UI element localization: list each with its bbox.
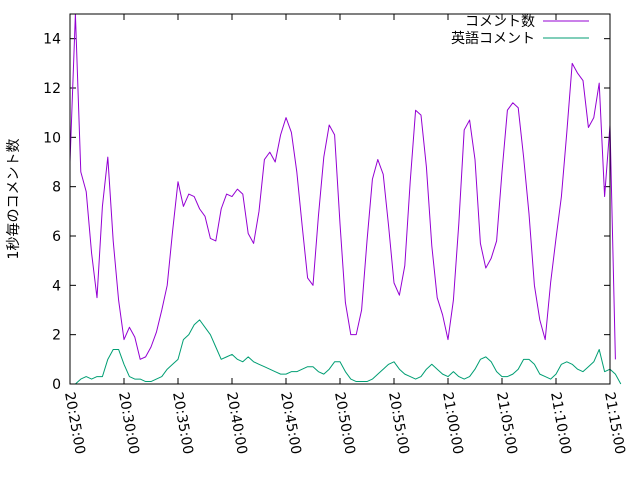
x-tick-label: 21:00:00 [439, 391, 466, 456]
tick-marks [69, 14, 611, 385]
x-tick-label: 20:45:00 [277, 391, 304, 456]
x-tick-label: 20:55:00 [385, 391, 412, 456]
legend-label: コメント数 [465, 14, 535, 30]
x-tick-label: 20:50:00 [331, 391, 358, 456]
y-tick-label: 2 [52, 328, 61, 344]
y-tick-label: 10 [43, 130, 61, 146]
y-tick-label: 0 [52, 377, 61, 393]
y-tick-label: 14 [43, 32, 61, 48]
x-tick-label: 21:05:00 [493, 391, 520, 456]
x-tick-label: 21:10:00 [547, 391, 574, 456]
y-axis-label: 1秒毎のコメント数 [6, 139, 22, 260]
x-tick-labels: 20:25:00 20:30:00 20:35:00 20:40:00 20:45:00… [61, 391, 628, 456]
plot-frame [69, 13, 611, 385]
x-tick-label: 20:35:00 [169, 391, 196, 456]
y-tick-label: 12 [43, 81, 61, 97]
series-line-1 [69, 13, 616, 360]
series-lines [69, 13, 622, 385]
y-tick-label: 6 [52, 229, 61, 245]
x-tick-label: 20:25:00 [61, 391, 88, 456]
x-tick-label: 20:40:00 [223, 391, 250, 456]
y-tick-label: 4 [52, 278, 61, 294]
x-tick-label: 20:30:00 [115, 391, 142, 456]
y-tick-label: 8 [52, 180, 61, 196]
x-tick-label: 21:15:00 [601, 391, 628, 456]
y-tick-labels: 0 2 4 6 8 10 12 14 [43, 32, 61, 393]
series-line-2 [70, 319, 622, 385]
legend-label: 英語コメント [451, 30, 535, 47]
